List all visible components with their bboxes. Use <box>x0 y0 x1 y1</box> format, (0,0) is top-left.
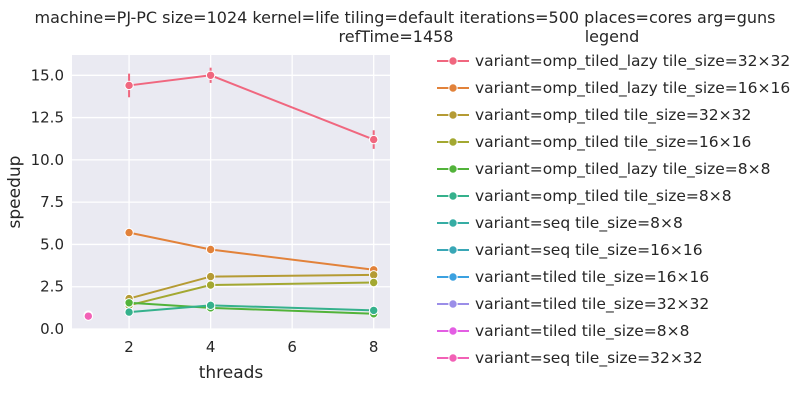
data-point <box>205 244 216 255</box>
legend-marker <box>448 272 458 282</box>
legend-label: variant=tiled tile_size=16×16 <box>475 268 709 287</box>
y-tick-label: 10.0 <box>31 151 64 169</box>
y-tick-label: 12.5 <box>31 109 64 127</box>
data-point <box>368 305 379 316</box>
legend: variant=omp_tiled_lazy tile_size=32×32va… <box>437 52 790 368</box>
y-tick-label: 0.0 <box>40 320 64 338</box>
x-tick-label: 4 <box>206 338 216 356</box>
x-tick-label: 8 <box>369 338 379 356</box>
x-ticks: 2 4 6 8 <box>124 338 378 356</box>
legend-item: variant=seq tile_size=8×8 <box>437 214 683 233</box>
series <box>124 67 379 149</box>
legend-label: variant=omp_tiled tile_size=16×16 <box>475 133 751 152</box>
y-tick-label: 7.5 <box>40 193 64 211</box>
grid <box>72 55 390 330</box>
legend-marker <box>448 218 458 228</box>
y-tick-label: 5.0 <box>40 235 64 253</box>
data-point <box>205 300 216 311</box>
legend-label: variant=seq tile_size=16×16 <box>475 241 703 260</box>
legend-marker <box>448 326 458 336</box>
y-axis-label: speedup <box>5 156 25 229</box>
chart-title-line1: machine=PJ-PC size=1024 kernel=life tili… <box>35 8 776 27</box>
data-point <box>368 277 379 288</box>
chart-title-line2: refTime=1458 <box>339 27 454 46</box>
data-point <box>205 280 216 290</box>
legend-marker <box>448 164 458 174</box>
legend-marker <box>448 83 458 93</box>
data-point <box>124 307 134 317</box>
plot-area <box>72 55 390 329</box>
series-layer <box>83 67 379 321</box>
x-axis-label: threads <box>199 363 264 383</box>
legend-label: variant=omp_tiled tile_size=32×32 <box>475 106 751 125</box>
legend-label: variant=omp_tiled tile_size=8×8 <box>475 187 732 206</box>
legend-title: legend <box>585 27 640 46</box>
legend-label: variant=seq tile_size=8×8 <box>475 214 683 233</box>
legend-label: variant=tiled tile_size=32×32 <box>475 295 709 314</box>
legend-item: variant=tiled tile_size=16×16 <box>437 268 709 287</box>
legend-label: variant=seq tile_size=32×32 <box>475 349 703 368</box>
legend-label: variant=omp_tiled_lazy tile_size=8×8 <box>475 160 771 179</box>
y-ticks: 0.0 2.5 5.0 7.5 10.0 12.5 15.0 <box>31 66 64 338</box>
legend-item: variant=tiled tile_size=32×32 <box>437 295 709 314</box>
legend-marker <box>448 56 458 66</box>
series <box>124 300 379 317</box>
legend-label: variant=omp_tiled_lazy tile_size=16×16 <box>475 79 790 98</box>
data-point <box>124 298 134 308</box>
legend-item: variant=omp_tiled_lazy tile_size=32×32 <box>437 52 790 71</box>
legend-item: variant=seq tile_size=16×16 <box>437 241 703 260</box>
data-point <box>205 70 216 80</box>
legend-item: variant=omp_tiled_lazy tile_size=16×16 <box>437 79 790 98</box>
legend-item: variant=omp_tiled tile_size=16×16 <box>437 133 751 152</box>
legend-marker <box>448 353 458 363</box>
legend-item: variant=tiled tile_size=8×8 <box>437 322 689 341</box>
legend-item: variant=omp_tiled tile_size=32×32 <box>437 106 751 125</box>
y-tick-label: 15.0 <box>31 66 64 84</box>
x-tick-label: 6 <box>287 338 297 356</box>
legend-label: variant=omp_tiled_lazy tile_size=32×32 <box>475 52 790 71</box>
x-tick-label: 2 <box>124 338 134 356</box>
data-point <box>368 134 379 145</box>
data-point <box>205 271 216 282</box>
legend-item: variant=seq tile_size=32×32 <box>437 349 703 368</box>
series <box>83 311 94 321</box>
legend-label: variant=tiled tile_size=8×8 <box>475 322 689 341</box>
legend-marker <box>448 245 458 255</box>
legend-marker <box>448 137 458 147</box>
y-tick-label: 2.5 <box>40 278 64 296</box>
legend-item: variant=omp_tiled_lazy tile_size=8×8 <box>437 160 771 179</box>
data-point <box>124 227 134 238</box>
data-point <box>83 311 94 321</box>
legend-item: variant=omp_tiled tile_size=8×8 <box>437 187 732 206</box>
legend-marker <box>448 191 458 201</box>
legend-marker <box>448 110 458 120</box>
legend-marker <box>448 299 458 309</box>
data-point <box>124 80 134 91</box>
